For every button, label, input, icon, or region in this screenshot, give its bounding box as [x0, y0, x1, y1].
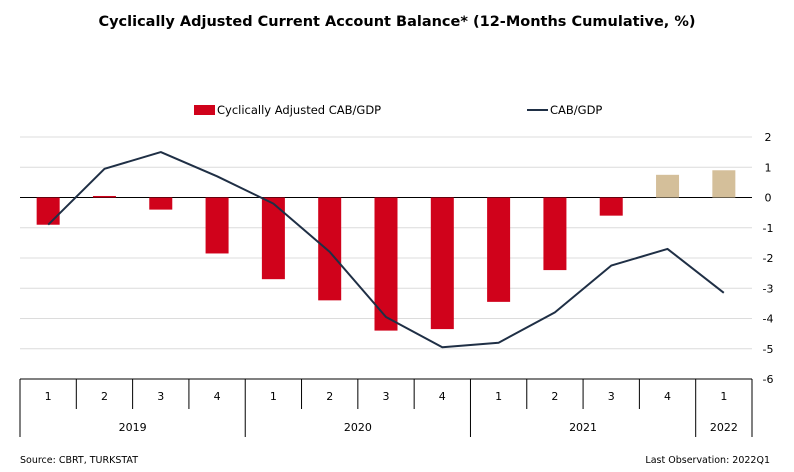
y-tick-label: -2: [763, 252, 774, 265]
bar: [656, 174, 680, 198]
last-observation-note: Last Observation: 2022Q1: [645, 455, 770, 466]
bar: [205, 197, 229, 254]
bar: [374, 197, 398, 331]
bar-series: [36, 170, 736, 331]
cab-gdp-line: [47, 151, 725, 349]
y-tick-label: -5: [763, 343, 774, 356]
chart-title: Cyclically Adjusted Current Account Bala…: [98, 14, 696, 30]
x-tick-label: 4: [439, 390, 446, 403]
x-tick-label: 1: [495, 390, 502, 403]
bar: [318, 197, 342, 301]
y-tick-label: -6: [763, 373, 774, 386]
x-tick-label: 4: [214, 390, 221, 403]
x-tick-label: 2: [326, 390, 333, 403]
bar: [487, 197, 511, 302]
legend-bar-label: Cyclically Adjusted CAB/GDP: [217, 103, 381, 117]
x-tick-label: 3: [383, 390, 390, 403]
bar: [149, 197, 173, 210]
line-series: [47, 151, 725, 349]
year-label: 2019: [119, 421, 147, 434]
y-axis: 2 1 0 -1 -2 -3 -4 -5 -6: [763, 131, 774, 386]
bar: [92, 195, 116, 198]
y-tick-label: -3: [763, 282, 774, 295]
x-axis: 1 2 3 4 1 2 3 4 1 2 3 4 1 2019 2020 2021 2022: [19, 378, 753, 437]
bar: [712, 170, 736, 198]
x-tick-label: 4: [664, 390, 671, 403]
legend-line-label: CAB/GDP: [550, 103, 602, 117]
y-tick-label: 2: [765, 131, 772, 144]
x-tick-label: 1: [720, 390, 727, 403]
bar: [430, 197, 454, 330]
bar: [36, 197, 60, 225]
legend-bar-swatch: [194, 105, 215, 115]
y-tick-label: 0: [765, 192, 772, 205]
x-tick-label: 3: [157, 390, 164, 403]
y-tick-label: 1: [765, 161, 772, 174]
x-tick-label: 2: [551, 390, 558, 403]
legend: Cyclically Adjusted CAB/GDP CAB/GDP: [194, 103, 602, 117]
year-label: 2020: [344, 421, 372, 434]
x-tick-label: 1: [270, 390, 277, 403]
source-note: Source: CBRT, TURKSTAT: [20, 455, 138, 466]
year-label: 2022: [710, 421, 738, 434]
x-tick-label: 2: [101, 390, 108, 403]
x-tick-label: 3: [608, 390, 615, 403]
year-label: 2021: [569, 421, 597, 434]
bar: [599, 197, 623, 216]
y-tick-label: -1: [763, 222, 774, 235]
bar: [261, 197, 285, 280]
bar: [543, 197, 567, 271]
x-tick-label: 1: [45, 390, 52, 403]
y-tick-label: -4: [763, 313, 774, 326]
